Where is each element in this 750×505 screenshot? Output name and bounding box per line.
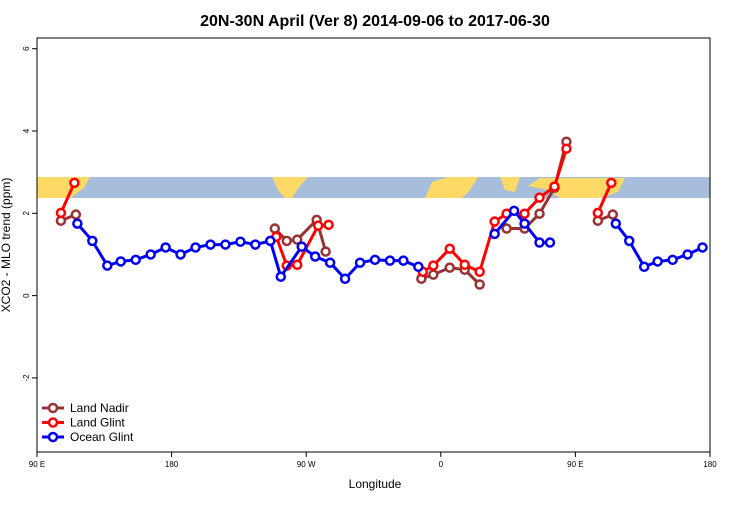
data-point bbox=[652, 256, 663, 267]
x-tick-label: 0 bbox=[439, 460, 444, 469]
data-point bbox=[428, 269, 439, 280]
data-point bbox=[291, 234, 303, 245]
data-point bbox=[489, 228, 500, 240]
data-point bbox=[265, 235, 276, 247]
data-point bbox=[281, 235, 293, 247]
data-point bbox=[269, 223, 281, 234]
data-point bbox=[320, 246, 331, 257]
data-point bbox=[175, 249, 186, 260]
y-tick-label: 0 bbox=[22, 293, 31, 298]
data-point bbox=[220, 239, 231, 250]
data-point bbox=[160, 242, 171, 253]
y-tick-label: 2 bbox=[22, 211, 31, 216]
data-point bbox=[534, 192, 545, 203]
data-point bbox=[474, 279, 485, 290]
x-tick-label: 90 E bbox=[567, 460, 583, 469]
data-point bbox=[309, 251, 321, 262]
y-tick-label: -2 bbox=[22, 374, 31, 382]
data-point bbox=[312, 220, 324, 231]
legend-label: Land Glint bbox=[70, 416, 125, 430]
data-point bbox=[459, 259, 470, 271]
data-point bbox=[354, 257, 366, 268]
data-point bbox=[638, 261, 650, 273]
data-point bbox=[610, 218, 622, 229]
x-tick-label: 90 W bbox=[297, 460, 316, 469]
x-tick-label: 180 bbox=[703, 460, 717, 469]
data-point bbox=[291, 259, 303, 271]
legend-marker bbox=[47, 417, 59, 428]
x-tick-label: 180 bbox=[165, 460, 179, 469]
data-point bbox=[69, 177, 80, 189]
data-point bbox=[398, 255, 409, 266]
data-point bbox=[544, 237, 556, 248]
data-point bbox=[339, 273, 351, 284]
y-tick-label: 4 bbox=[22, 128, 31, 133]
data-point bbox=[55, 207, 67, 219]
data-point bbox=[323, 219, 334, 231]
data-point bbox=[444, 262, 456, 273]
data-point bbox=[607, 209, 619, 220]
data-point bbox=[296, 241, 307, 252]
data-point bbox=[667, 254, 678, 266]
data-point bbox=[428, 260, 439, 271]
data-point bbox=[474, 266, 485, 277]
data-point bbox=[501, 223, 512, 234]
series-line bbox=[60, 141, 614, 286]
data-point bbox=[324, 257, 336, 268]
data-point bbox=[682, 249, 693, 260]
data-point bbox=[130, 254, 141, 266]
data-point bbox=[190, 242, 201, 253]
x-axis-label: Longitude bbox=[349, 477, 402, 491]
data-point bbox=[444, 243, 456, 254]
data-point bbox=[413, 261, 424, 273]
data-point bbox=[369, 254, 381, 266]
data-point bbox=[508, 205, 520, 217]
legend-marker bbox=[47, 402, 59, 414]
data-point bbox=[549, 181, 560, 192]
data-point bbox=[205, 239, 216, 250]
data-point bbox=[623, 235, 635, 247]
data-point bbox=[72, 218, 83, 229]
data-point bbox=[561, 143, 572, 154]
data-point bbox=[145, 249, 156, 260]
legend-marker bbox=[47, 431, 59, 443]
data-point bbox=[87, 235, 98, 247]
data-point bbox=[519, 208, 530, 219]
x-tick-label: 90 E bbox=[29, 460, 45, 469]
data-point bbox=[519, 218, 530, 229]
data-point bbox=[534, 237, 545, 248]
data-point bbox=[489, 216, 500, 227]
legend-label: Ocean Glint bbox=[70, 430, 134, 444]
series-line bbox=[76, 208, 704, 281]
data-point bbox=[70, 209, 82, 220]
data-point bbox=[697, 242, 708, 253]
y-axis-label: XCO2 - MLO trend (ppm) bbox=[0, 178, 13, 313]
legend-label: Land Nadir bbox=[70, 401, 129, 415]
plot-frame bbox=[36, 37, 711, 453]
y-tick-label: 6 bbox=[22, 46, 31, 51]
data-point bbox=[102, 260, 113, 271]
data-point bbox=[534, 208, 545, 219]
data-point bbox=[275, 271, 287, 282]
data-point bbox=[235, 236, 246, 247]
data-point bbox=[384, 255, 396, 266]
chart-title: 20N-30N April (Ver 8) 2014-09-06 to 2017… bbox=[200, 13, 550, 30]
data-point bbox=[115, 256, 127, 267]
data-point bbox=[250, 239, 261, 250]
data-point bbox=[606, 177, 617, 189]
data-point bbox=[592, 207, 604, 219]
series-line bbox=[59, 148, 613, 274]
